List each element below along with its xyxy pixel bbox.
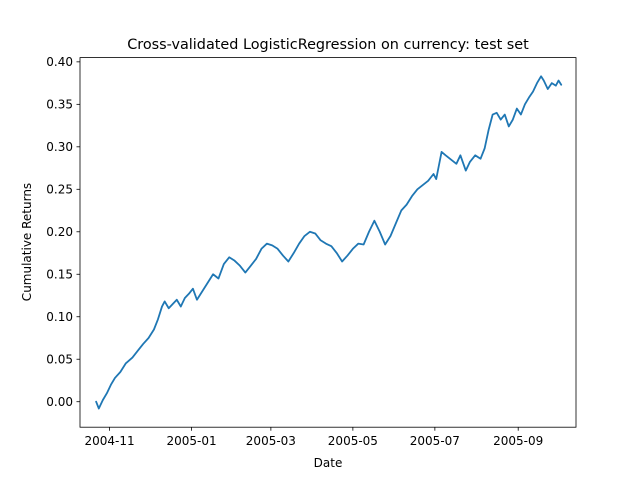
y-tick: 0.30	[46, 140, 80, 154]
x-tick: 2004-11	[85, 427, 135, 448]
y-tick-label: 0.20	[46, 225, 73, 239]
y-axis-ticks: 0.00 0.05 0.10 0.15 0.20 0.25 0.30 0.35 0.40	[46, 55, 80, 409]
x-tick-label: 2004-11	[85, 434, 135, 448]
x-axis-label: Date	[314, 456, 343, 470]
y-tick: 0.25	[46, 183, 80, 197]
x-tick: 2005-05	[328, 427, 378, 448]
y-tick-label: 0.25	[46, 183, 73, 197]
y-tick: 0.35	[46, 98, 80, 112]
x-tick: 2005-03	[246, 427, 296, 448]
y-tick: 0.20	[46, 225, 80, 239]
x-tick: 2005-07	[410, 427, 460, 448]
x-tick-label: 2005-09	[493, 434, 543, 448]
y-tick: 0.05	[46, 353, 80, 367]
y-tick-label: 0.35	[46, 98, 73, 112]
y-tick-label: 0.10	[46, 310, 73, 324]
x-axis-ticks: 2004-11 2005-01 2005-03 2005-05 2005-07 2005-…	[85, 427, 543, 448]
y-tick: 0.00	[46, 395, 80, 409]
y-tick: 0.40	[46, 55, 80, 69]
y-tick: 0.15	[46, 268, 80, 282]
y-axis-label: Cumulative Returns	[20, 183, 34, 301]
x-tick: 2005-09	[493, 427, 543, 448]
x-tick-label: 2005-03	[246, 434, 296, 448]
x-tick-label: 2005-05	[328, 434, 378, 448]
plot-series	[95, 75, 563, 410]
x-tick-label: 2005-07	[410, 434, 460, 448]
y-tick-label: 0.30	[46, 140, 73, 154]
chart-title: Cross-validated LogisticRegression on cu…	[127, 37, 529, 53]
y-tick-label: 0.00	[46, 395, 73, 409]
y-tick: 0.10	[46, 310, 80, 324]
y-tick-label: 0.40	[46, 55, 73, 69]
y-tick-label: 0.05	[46, 353, 73, 367]
x-tick: 2005-01	[166, 427, 217, 448]
x-tick-label: 2005-01	[166, 434, 216, 448]
plot-frame	[79, 57, 577, 428]
y-tick-label: 0.15	[46, 268, 73, 282]
series-line-0	[95, 75, 563, 410]
